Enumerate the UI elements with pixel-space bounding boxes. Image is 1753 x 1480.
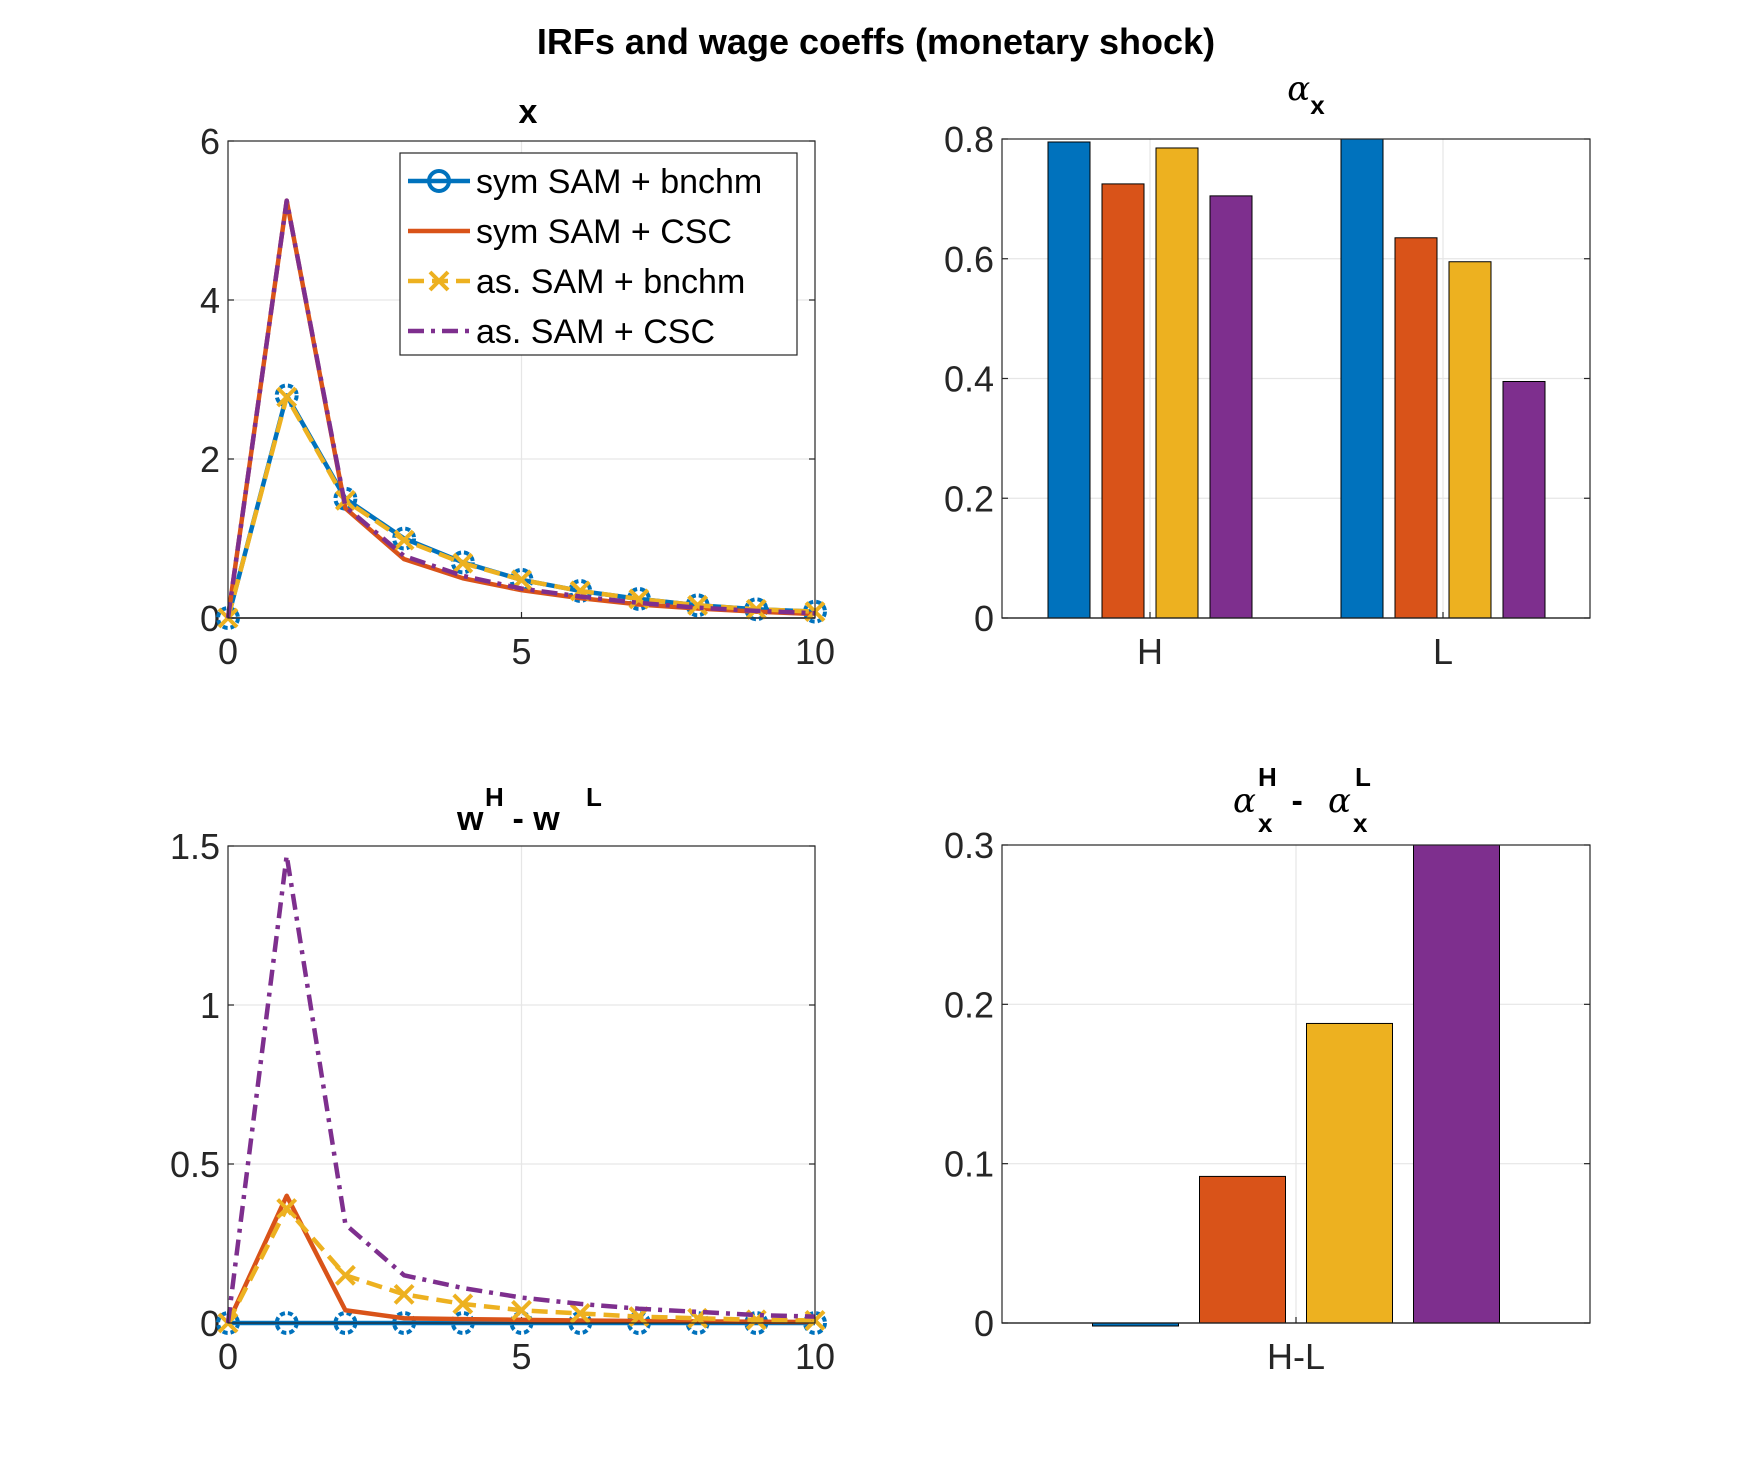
x-tick-label: H <box>1137 631 1163 672</box>
plot-wage-gap: 0 5 10 0 0.5 1 1.5 <box>170 826 835 1377</box>
bar-series-2-H <box>1101 183 1145 619</box>
title-w: w <box>456 800 484 838</box>
marker-x <box>334 1264 356 1286</box>
plot-alpha-x: H L 0 0.2 0.4 0.6 0.8 <box>944 119 1591 672</box>
series-line-2 <box>225 1193 816 1325</box>
marker-x <box>452 1293 474 1315</box>
marker-circle <box>274 383 299 408</box>
y-tick-label: 0.6 <box>944 239 994 280</box>
y-tick-label: 2 <box>200 439 220 480</box>
marker-x <box>393 1283 415 1305</box>
title-sup-l: L <box>586 782 602 812</box>
panel-alpha-x-title: αx <box>1287 69 1325 120</box>
marker-circle <box>450 550 475 575</box>
legend-entry-2: sym SAM + CSC <box>476 213 732 251</box>
x-tick-label: 5 <box>511 1336 531 1377</box>
panel-alpha-diff: α x H - α x L H-L00.10.20.3 <box>944 762 1591 1377</box>
x-tick-label: 0 <box>218 1336 238 1377</box>
legend-marker-circle <box>427 169 451 193</box>
bar-series-3-H-L <box>1306 1022 1393 1324</box>
title-sub-x-1: x <box>1258 808 1273 838</box>
y-tick-label: 0 <box>974 598 994 639</box>
marker-x <box>687 594 709 616</box>
x-tick-label: H-L <box>1267 1336 1325 1377</box>
bar-series-1-L <box>1340 138 1384 619</box>
bar-series-2-H-L <box>1199 1175 1286 1324</box>
legend-entry-1: sym SAM + bnchm <box>476 163 762 201</box>
marker-circle <box>803 599 827 624</box>
marker-x <box>569 1303 591 1324</box>
y-tick-label: 1 <box>200 985 220 1026</box>
panel-wage-gap: w H - w L 0 5 10 0 0.5 1 1.5 <box>170 782 835 1377</box>
x-tick-label: 5 <box>511 631 531 672</box>
x-tick-label: 0 <box>218 631 238 672</box>
y-tick-label: 0 <box>200 598 220 639</box>
bar-series-2-L <box>1394 237 1438 619</box>
bar-series-3-H <box>1155 147 1199 619</box>
title-minus: - <box>1282 782 1312 820</box>
x-tick-label: 10 <box>795 631 835 672</box>
marker-circle <box>626 586 651 611</box>
y-tick-label: 0.4 <box>944 359 994 400</box>
alpha-subscript: x <box>1310 90 1325 120</box>
axes-box <box>227 140 816 619</box>
legend-entry-3: as. SAM + bnchm <box>476 263 745 301</box>
marker-x <box>393 529 415 551</box>
panel-wage-gap-title: w H - w L <box>456 782 602 838</box>
figure-suptitle: IRFs and wage coeffs (monetary shock) <box>537 21 1215 62</box>
marker-x <box>511 1299 532 1321</box>
legend-marker-x <box>428 270 450 292</box>
title-minus-w: - w <box>503 800 560 838</box>
y-tick-label: 0.2 <box>944 478 994 519</box>
title-sub-x-2: x <box>1353 808 1368 838</box>
title-sup-h: H <box>1258 762 1277 792</box>
alpha-symbol: α <box>1287 69 1310 109</box>
panel-x-title: x <box>519 93 538 131</box>
bar-series-4-H-L <box>1413 844 1500 1324</box>
bar-series-4-H <box>1209 195 1253 619</box>
axes-box <box>1001 844 1591 1324</box>
plot-alpha-diff: H-L 0 0.1 0.2 0.3 <box>944 825 1591 1377</box>
panel-x-irf: x 0 5 10 0 2 4 6 sym SAM + bnchm sym SAM + CSC a… <box>200 93 835 672</box>
y-tick-label: 0 <box>200 1303 220 1344</box>
legend-entry-4: as. SAM + CSC <box>476 313 715 351</box>
title-alpha-2: α <box>1328 781 1351 821</box>
y-tick-label: 0.5 <box>170 1144 220 1185</box>
marker-circle <box>333 486 358 511</box>
y-tick-label: 6 <box>200 121 220 162</box>
legend-box <box>399 152 798 356</box>
bar-series-4-L <box>1502 380 1546 619</box>
marker-x <box>276 386 298 408</box>
y-tick-label: 0 <box>974 1303 994 1344</box>
bar-series-1-H <box>1047 141 1091 619</box>
y-tick-label: 4 <box>200 280 220 321</box>
x-tick-label: L <box>1433 631 1453 672</box>
marker-circle <box>744 597 769 622</box>
series-line-4 <box>225 198 816 619</box>
marker-x <box>276 1198 298 1219</box>
marker-circle <box>392 526 417 551</box>
y-tick-label: 0.3 <box>944 825 994 866</box>
title-alpha-1: α <box>1233 781 1256 821</box>
title-sup-h: H <box>485 782 504 812</box>
x-tick-label: 10 <box>795 1336 835 1377</box>
y-tick-label: 1.5 <box>170 826 220 867</box>
marker-circle <box>803 1311 827 1335</box>
y-tick-label: 0.8 <box>944 119 994 160</box>
y-tick-label: 0.1 <box>944 1144 994 1185</box>
bar-series-3-L <box>1448 261 1492 619</box>
marker-x <box>452 552 474 574</box>
legend: sym SAM + bnchm sym SAM + CSC as. SAM + bn… <box>399 152 798 356</box>
panel-alpha-diff-title: α x H - α x L <box>1233 762 1371 838</box>
y-tick-label: 0.2 <box>944 984 994 1025</box>
axes-box <box>1001 138 1591 619</box>
axes-box <box>227 845 816 1324</box>
title-sup-l: L <box>1355 762 1371 792</box>
series-line-4 <box>225 853 816 1324</box>
panel-alpha-x: αx H L 0 0.2 0.4 0.6 0.8 <box>944 69 1591 672</box>
